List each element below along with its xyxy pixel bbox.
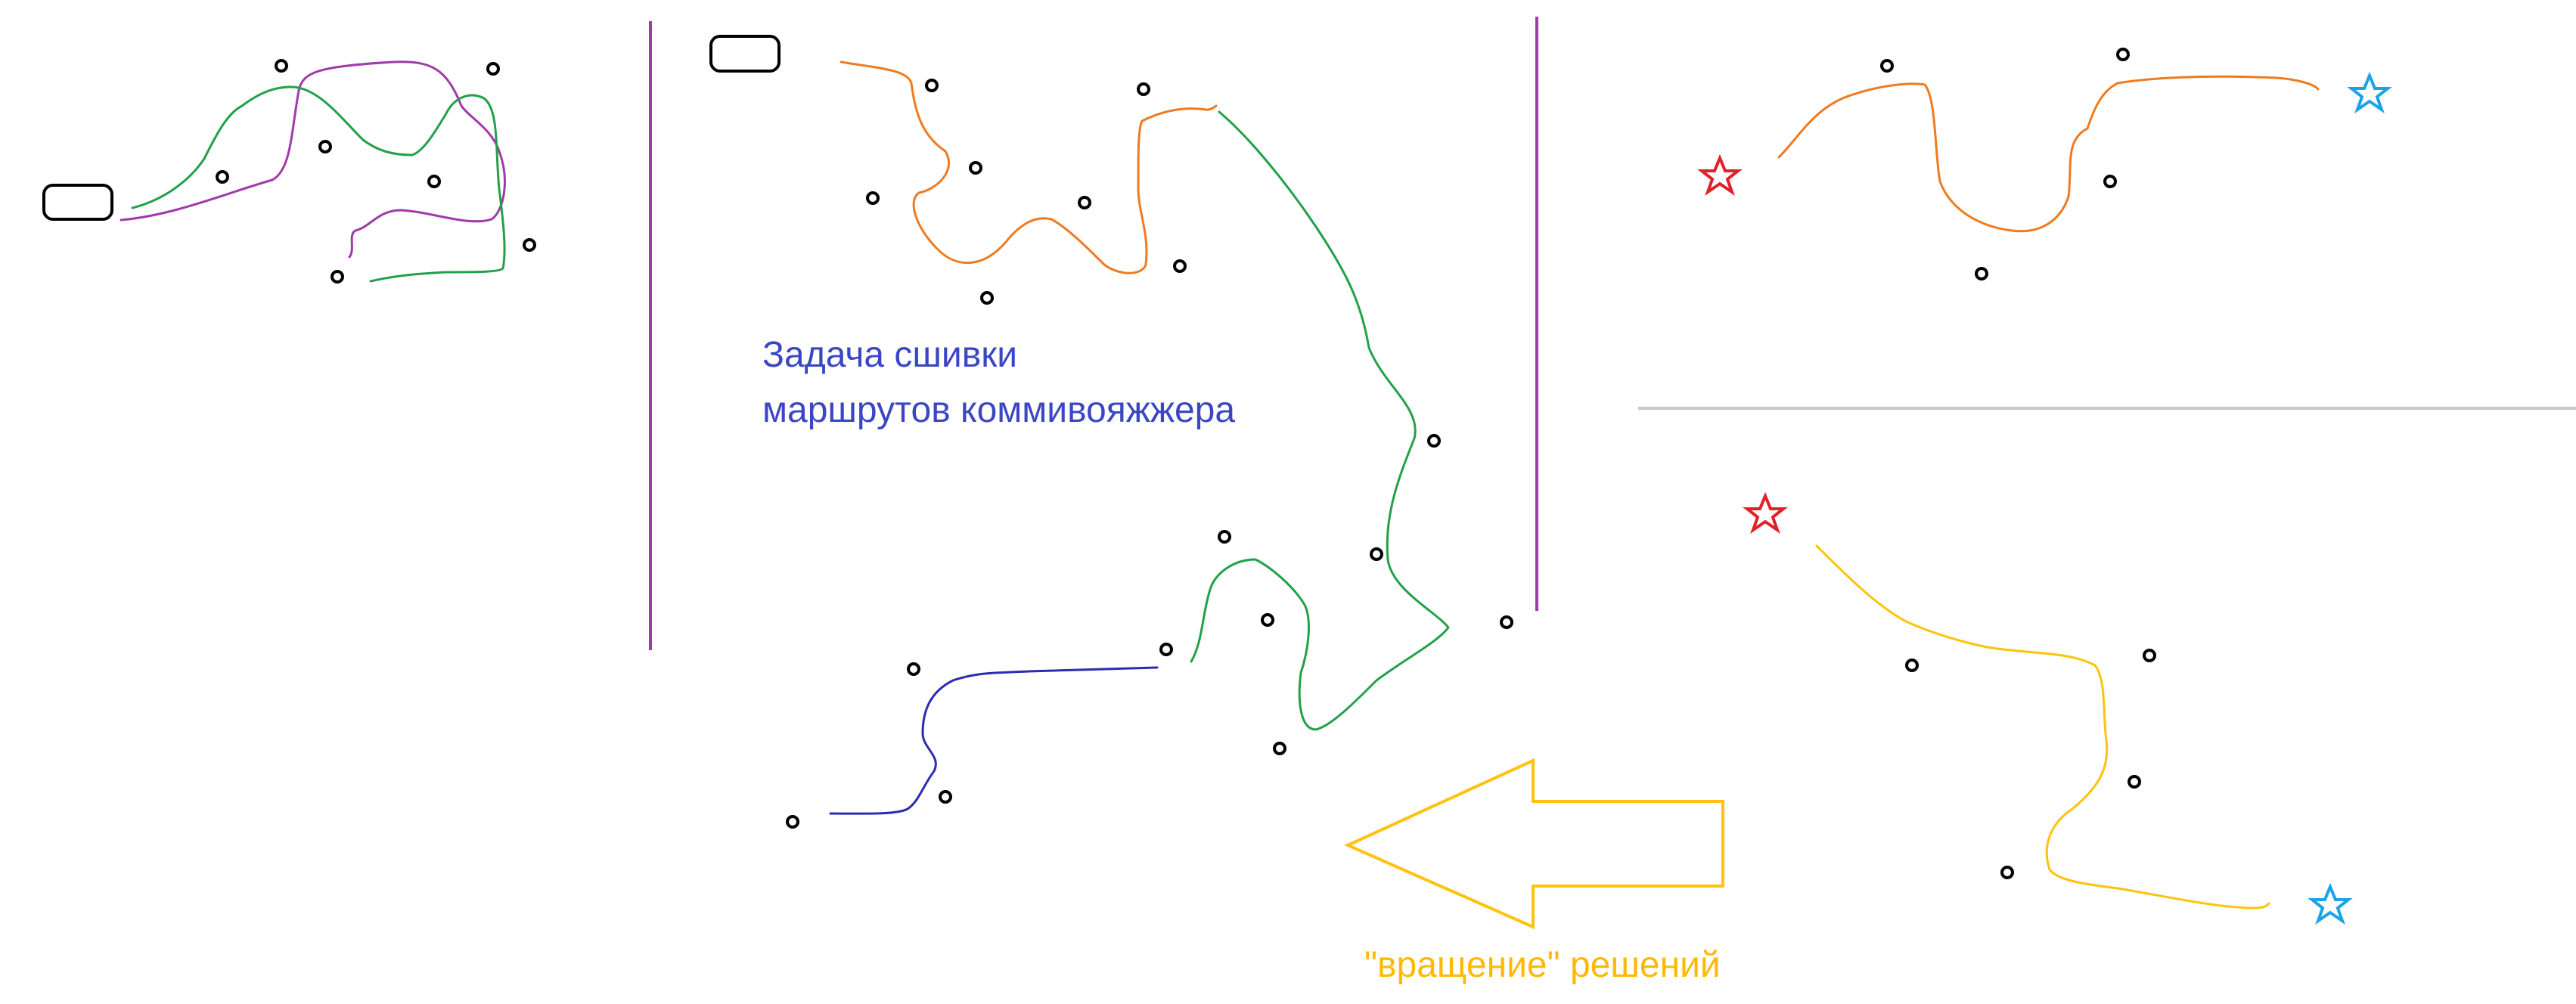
main-label-line2: маршрутов коммивояжжера — [762, 390, 1235, 430]
yellow-route — [1815, 544, 2270, 909]
end-star-icon — [2347, 71, 2392, 114]
point-icon — [980, 291, 994, 305]
point-icon — [969, 161, 982, 175]
point-icon — [866, 191, 880, 205]
point-icon — [939, 790, 952, 804]
point-icon — [1427, 434, 1441, 448]
point-icon — [907, 662, 920, 676]
point-icon — [2103, 175, 2117, 188]
panel-stitched-routes: Задача сшивки маршрутов коммивояжжера — [709, 35, 1513, 829]
point-icon — [1261, 613, 1274, 627]
point-icon — [318, 140, 332, 153]
point-icon — [1173, 259, 1187, 273]
point-icon — [2143, 649, 2156, 662]
point-icon — [523, 238, 536, 252]
point-icon — [1500, 615, 1513, 629]
point-icon — [1137, 82, 1150, 96]
green-route-stitched — [1190, 110, 1450, 731]
point-icon — [1218, 530, 1231, 544]
rotation-label: "вращение" решений — [1364, 945, 1721, 985]
point-icon — [1078, 196, 1091, 209]
end-star-icon — [2308, 882, 2353, 925]
arrow-left-icon — [1344, 758, 1724, 930]
point-icon — [427, 175, 441, 188]
point-icon — [786, 815, 799, 829]
point-icon — [1370, 547, 1383, 561]
point-icon — [925, 79, 939, 92]
point-icon — [1273, 742, 1286, 755]
point-icon — [1159, 643, 1173, 656]
blue-route — [829, 666, 1159, 815]
depot-icon — [42, 184, 113, 221]
start-star-icon — [1697, 153, 1743, 197]
rotation-arrow: "вращение" решений — [1344, 758, 1724, 985]
green-route — [131, 85, 506, 283]
point-icon — [1905, 658, 1919, 672]
panel-rotation — [1638, 48, 2576, 925]
purple-route — [119, 60, 506, 259]
point-icon — [216, 170, 229, 184]
start-star-icon — [1743, 491, 1788, 535]
orange-route-top — [1777, 75, 2320, 233]
orange-route — [840, 60, 1218, 274]
depot-icon — [709, 35, 781, 73]
point-icon — [486, 62, 500, 76]
point-icon — [275, 59, 288, 73]
point-icon — [331, 270, 344, 284]
point-icon — [2116, 48, 2130, 61]
point-icon — [2128, 775, 2141, 789]
point-icon — [1880, 59, 1894, 73]
point-icon — [1975, 267, 1988, 280]
point-icon — [2000, 866, 2014, 879]
main-label-line1: Задача сшивки — [762, 335, 1017, 375]
panel-overlapping-routes — [42, 59, 536, 284]
